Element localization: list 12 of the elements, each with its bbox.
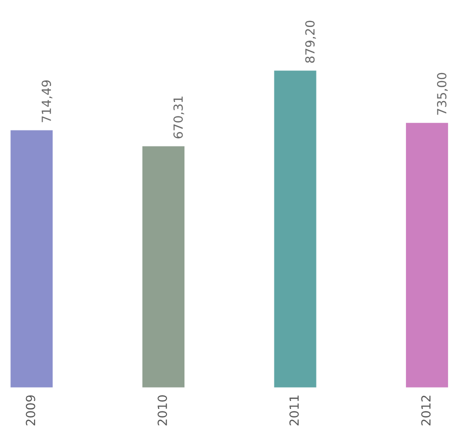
bar	[140, 144, 186, 388]
bar	[272, 69, 318, 388]
x-tick-label: 2012	[421, 396, 431, 426]
data-label: 735,00	[436, 72, 448, 115]
x-tick-label: 2009	[26, 395, 36, 426]
data-label: 714,49	[42, 80, 52, 122]
bar	[404, 121, 450, 388]
x-tick-label: 2011	[289, 396, 299, 426]
data-label: 670,31	[173, 96, 184, 138]
bar	[9, 128, 54, 388]
data-label: 879,20	[305, 20, 316, 63]
x-tick-label: 2010	[158, 395, 168, 426]
